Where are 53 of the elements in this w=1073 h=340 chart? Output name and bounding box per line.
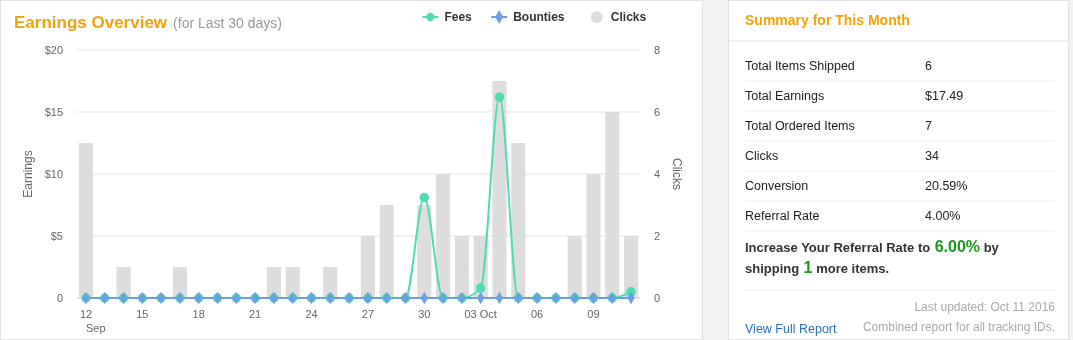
x-tick-label: 06 — [530, 308, 544, 320]
bar — [323, 267, 338, 298]
y-tick-label: $5 — [50, 230, 63, 242]
y-tick-label: 0 — [56, 292, 63, 304]
category-label: Total Earnings — [745, 89, 825, 103]
y2-tick-label: 2 — [653, 230, 661, 242]
bar — [417, 205, 432, 298]
chart-title: Earnings Overview — [14, 13, 168, 32]
x-tick-label: 15 — [136, 308, 149, 320]
x-tick-label: 27 — [361, 308, 375, 320]
y2-tick-label: 4 — [653, 168, 661, 180]
text: Combined report for all tracking IDs. — [862, 320, 1055, 334]
text: View Full Report — [745, 322, 837, 336]
x-tick-label: 30 — [418, 308, 431, 320]
legend-label: Bounties — [513, 10, 565, 24]
x-tick-label: 03 Oct — [464, 308, 497, 320]
legend-label: Fees — [444, 10, 473, 24]
text: 6 — [925, 59, 932, 73]
text: Last updated: Oct 11 2016 — [914, 300, 1056, 314]
text: 7 — [925, 119, 932, 133]
x-tick-label: 24 — [305, 308, 318, 320]
text: 20.59% — [925, 179, 968, 193]
category-label: Referral Rate — [745, 209, 820, 223]
bar — [266, 267, 281, 298]
x-tick-label: 09 — [587, 308, 600, 320]
category-label: Total Ordered Items — [745, 119, 855, 133]
point — [475, 283, 486, 293]
y2-tick-label: 8 — [653, 44, 661, 56]
legend-label: Clicks — [610, 10, 647, 24]
bar — [285, 267, 300, 298]
bar — [172, 267, 187, 298]
x-tick-label: 12 Sep — [79, 308, 106, 334]
text: 4.00% — [925, 209, 961, 223]
point — [494, 92, 505, 102]
text: Summary for This Month — [745, 12, 910, 28]
y-tick-label: $10 — [44, 168, 63, 180]
point — [419, 192, 430, 203]
bar — [116, 267, 131, 298]
y2-tick-label: 6 — [653, 106, 661, 118]
text: Increase Your Referral Rate to 6.00% by shipping 1 more items. — [745, 238, 999, 276]
y2-axis-title: Clicks — [670, 158, 684, 190]
y-axis-title: Earnings — [21, 150, 35, 198]
x-tick-label: 21 — [248, 308, 262, 320]
text: $17.49 — [925, 89, 964, 103]
category-label: Clicks — [745, 149, 779, 163]
y-tick-label: $20 — [44, 44, 63, 56]
category-label: Conversion — [745, 179, 809, 193]
x-tick-label: 18 — [192, 308, 205, 320]
chart-subtitle: (for Last 30 days) — [173, 15, 283, 31]
y2-tick-label: 0 — [653, 292, 661, 304]
text: 34 — [925, 149, 939, 163]
category-label: Total Items Shipped — [745, 59, 855, 73]
y-tick-label: $15 — [44, 106, 63, 118]
